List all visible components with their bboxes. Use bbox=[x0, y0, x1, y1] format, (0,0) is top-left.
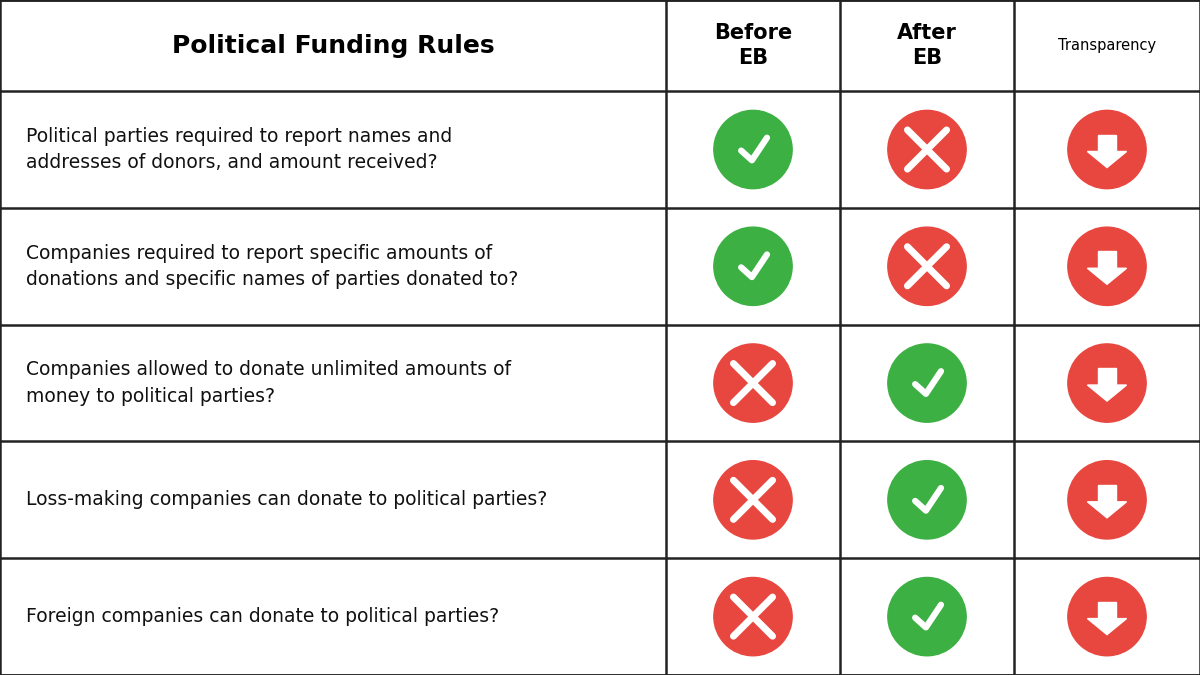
Ellipse shape bbox=[1068, 111, 1146, 189]
Text: Political parties required to report names and
addresses of donors, and amount r: Political parties required to report nam… bbox=[26, 127, 452, 172]
Polygon shape bbox=[1087, 385, 1127, 401]
Ellipse shape bbox=[888, 460, 966, 539]
Ellipse shape bbox=[1068, 577, 1146, 655]
Polygon shape bbox=[1098, 601, 1116, 618]
Polygon shape bbox=[1098, 134, 1116, 151]
Ellipse shape bbox=[1068, 227, 1146, 305]
Ellipse shape bbox=[888, 344, 966, 423]
Polygon shape bbox=[1098, 485, 1116, 502]
Polygon shape bbox=[1098, 251, 1116, 268]
Text: Transparency: Transparency bbox=[1058, 38, 1156, 53]
Ellipse shape bbox=[1068, 460, 1146, 539]
Ellipse shape bbox=[888, 227, 966, 305]
Text: After
EB: After EB bbox=[898, 23, 956, 68]
Polygon shape bbox=[1087, 268, 1127, 284]
Polygon shape bbox=[1087, 151, 1127, 167]
Text: Before
EB: Before EB bbox=[714, 23, 792, 68]
Ellipse shape bbox=[888, 577, 966, 655]
Text: Political Funding Rules: Political Funding Rules bbox=[172, 34, 494, 57]
Text: Loss-making companies can donate to political parties?: Loss-making companies can donate to poli… bbox=[26, 490, 547, 510]
Ellipse shape bbox=[714, 111, 792, 189]
Ellipse shape bbox=[1068, 344, 1146, 423]
Ellipse shape bbox=[888, 111, 966, 189]
Text: Companies required to report specific amounts of
donations and specific names of: Companies required to report specific am… bbox=[26, 244, 518, 289]
Polygon shape bbox=[1087, 618, 1127, 634]
Ellipse shape bbox=[714, 344, 792, 423]
Ellipse shape bbox=[714, 460, 792, 539]
Polygon shape bbox=[1098, 368, 1116, 385]
Text: Companies allowed to donate unlimited amounts of
money to political parties?: Companies allowed to donate unlimited am… bbox=[26, 360, 511, 406]
Text: Foreign companies can donate to political parties?: Foreign companies can donate to politica… bbox=[26, 607, 499, 626]
Polygon shape bbox=[1087, 502, 1127, 518]
Ellipse shape bbox=[714, 577, 792, 655]
Ellipse shape bbox=[714, 227, 792, 305]
